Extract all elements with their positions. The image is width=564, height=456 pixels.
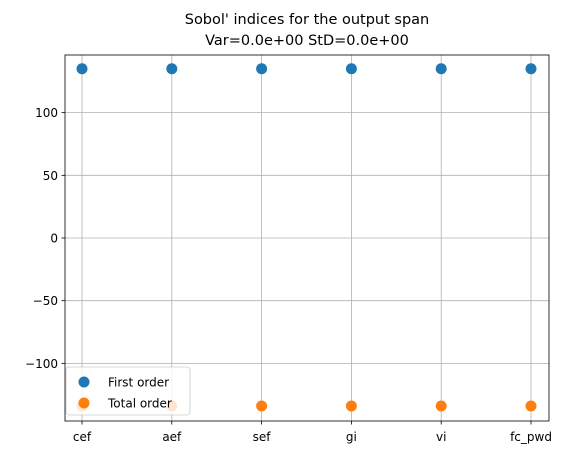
chart-title-line2: Var=0.0e+00 StD=0.0e+00 bbox=[205, 33, 409, 49]
point-first-order-aef bbox=[166, 63, 178, 75]
x-tick-label-aef: aef bbox=[162, 430, 182, 444]
y-tick-label: −50 bbox=[33, 294, 58, 308]
data-marks bbox=[76, 63, 537, 412]
x-tick-label-fc_pwd: fc_pwd bbox=[510, 430, 552, 444]
legend-box bbox=[65, 366, 191, 416]
x-tick-label-vi: vi bbox=[436, 430, 446, 444]
x-tick-label-sef: sef bbox=[253, 430, 272, 444]
y-tick-label: 0 bbox=[50, 232, 58, 246]
point-total-order-gi bbox=[345, 400, 357, 412]
y-axis: 100 50 0 −50 −100 bbox=[25, 106, 65, 371]
legend-label-total-order: Total order bbox=[107, 397, 172, 411]
point-first-order-cef bbox=[76, 63, 88, 75]
grid-layer bbox=[65, 55, 549, 421]
point-first-order-gi bbox=[345, 63, 357, 75]
y-tick-label: −100 bbox=[25, 357, 58, 371]
x-tick-label-gi: gi bbox=[346, 430, 357, 444]
y-tick-label: 100 bbox=[35, 106, 58, 120]
point-first-order-fc_pwd bbox=[525, 63, 537, 75]
x-axis: cef aef sef gi vi fc_pwd bbox=[73, 421, 552, 444]
point-total-order-fc_pwd bbox=[525, 400, 537, 412]
legend: First order Total order bbox=[65, 366, 191, 416]
point-first-order-vi bbox=[435, 63, 447, 75]
legend-marker-total-order bbox=[78, 397, 90, 409]
point-total-order-vi bbox=[435, 400, 447, 412]
point-total-order-sef bbox=[256, 400, 268, 412]
y-tick-label: 50 bbox=[43, 169, 58, 183]
legend-marker-first-order bbox=[78, 376, 90, 388]
x-tick-label-cef: cef bbox=[73, 430, 92, 444]
legend-label-first-order: First order bbox=[108, 376, 169, 390]
chart-title-line1: Sobol' indices for the output span bbox=[185, 12, 430, 28]
point-first-order-sef bbox=[256, 63, 268, 75]
